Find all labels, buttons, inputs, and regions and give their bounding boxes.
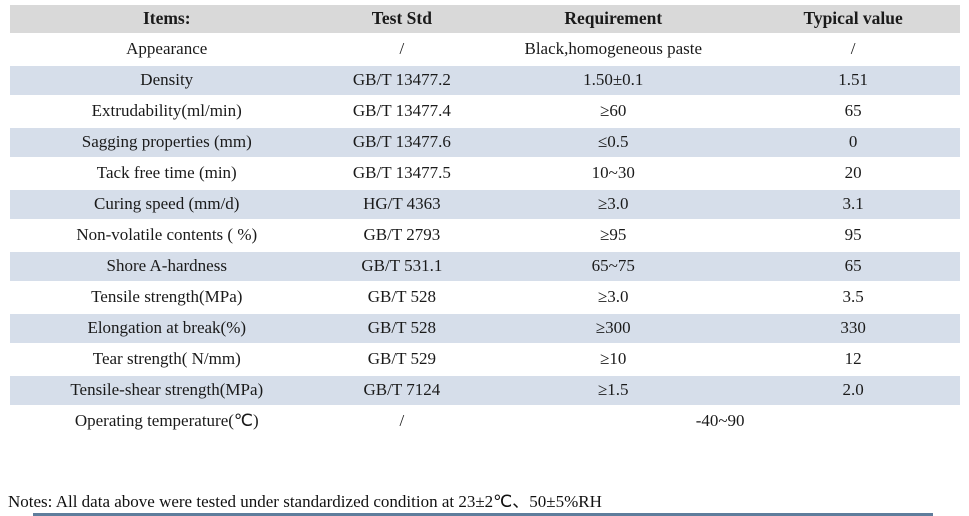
column-header-items: Items: bbox=[10, 5, 324, 35]
table-cell: GB/T 13477.4 bbox=[323, 97, 481, 128]
table-row-sagging-properties: Sagging properties (mm) GB/T 13477.6 ≤0.… bbox=[10, 128, 960, 159]
table-row-non-volatile-contents: Non-volatile contents ( %) GB/T 2793 ≥95… bbox=[10, 221, 960, 252]
table-cell: Curing speed (mm/d) bbox=[10, 190, 324, 221]
table-cell-merged: -40~90 bbox=[480, 407, 960, 438]
spec-table: Items: Test Std Requirement Typical valu… bbox=[10, 5, 960, 438]
table-cell: ≥1.5 bbox=[480, 376, 747, 407]
table-cell: Tear strength( N/mm) bbox=[10, 345, 324, 376]
table-cell: Tensile strength(MPa) bbox=[10, 283, 324, 314]
table-row-tensile-shear-strength: Tensile-shear strength(MPa) GB/T 7124 ≥1… bbox=[10, 376, 960, 407]
table-cell: ≥60 bbox=[480, 97, 747, 128]
table-cell: GB/T 13477.5 bbox=[323, 159, 481, 190]
table-cell: GB/T 13477.6 bbox=[323, 128, 481, 159]
notes-text: Notes: All data above were tested under … bbox=[8, 492, 602, 511]
table-cell: Density bbox=[10, 66, 324, 97]
table-cell: ≥300 bbox=[480, 314, 747, 345]
table-cell: / bbox=[323, 407, 481, 438]
table-cell: Non-volatile contents ( %) bbox=[10, 221, 324, 252]
table-cell: Operating temperature(℃) bbox=[10, 407, 324, 438]
table-cell: 3.5 bbox=[746, 283, 960, 314]
table-cell: GB/T 529 bbox=[323, 345, 481, 376]
table-cell: / bbox=[323, 35, 481, 66]
table-cell: 12 bbox=[746, 345, 960, 376]
table-row-extrudability: Extrudability(ml/min) GB/T 13477.4 ≥60 6… bbox=[10, 97, 960, 128]
table-row-appearance: Appearance / Black,homogeneous paste / bbox=[10, 35, 960, 66]
table-cell: GB/T 528 bbox=[323, 283, 481, 314]
table-cell: 95 bbox=[746, 221, 960, 252]
table-row-curing-speed: Curing speed (mm/d) HG/T 4363 ≥3.0 3.1 bbox=[10, 190, 960, 221]
table-cell: Extrudability(ml/min) bbox=[10, 97, 324, 128]
table-cell: GB/T 7124 bbox=[323, 376, 481, 407]
column-header-requirement: Requirement bbox=[480, 5, 747, 35]
table-cell: 20 bbox=[746, 159, 960, 190]
table-cell: GB/T 531.1 bbox=[323, 252, 481, 283]
column-header-typical-value: Typical value bbox=[746, 5, 960, 35]
table-cell: ≥10 bbox=[480, 345, 747, 376]
table-cell: Elongation at break(%) bbox=[10, 314, 324, 345]
table-cell: 65 bbox=[746, 97, 960, 128]
table-cell: Appearance bbox=[10, 35, 324, 66]
table-cell: Black,homogeneous paste bbox=[480, 35, 747, 66]
table-cell: 1.51 bbox=[746, 66, 960, 97]
table-cell: GB/T 13477.2 bbox=[323, 66, 481, 97]
table-cell: ≥95 bbox=[480, 221, 747, 252]
table-cell: 10~30 bbox=[480, 159, 747, 190]
table-cell: 3.1 bbox=[746, 190, 960, 221]
table-cell: 1.50±0.1 bbox=[480, 66, 747, 97]
table-row-tack-free-time: Tack free time (min) GB/T 13477.5 10~30 … bbox=[10, 159, 960, 190]
table-cell: ≥3.0 bbox=[480, 190, 747, 221]
table-cell: Tack free time (min) bbox=[10, 159, 324, 190]
table-cell: 0 bbox=[746, 128, 960, 159]
table-cell: GB/T 528 bbox=[323, 314, 481, 345]
table-row-elongation-at-break: Elongation at break(%) GB/T 528 ≥300 330 bbox=[10, 314, 960, 345]
table-cell: Sagging properties (mm) bbox=[10, 128, 324, 159]
table-cell: Tensile-shear strength(MPa) bbox=[10, 376, 324, 407]
table-cell: ≤0.5 bbox=[480, 128, 747, 159]
table-cell: 330 bbox=[746, 314, 960, 345]
table-row-tear-strength: Tear strength( N/mm) GB/T 529 ≥10 12 bbox=[10, 345, 960, 376]
table-cell: / bbox=[746, 35, 960, 66]
table-cell: ≥3.0 bbox=[480, 283, 747, 314]
table-row-operating-temperature: Operating temperature(℃) / -40~90 bbox=[10, 407, 960, 438]
table-cell: GB/T 2793 bbox=[323, 221, 481, 252]
table-row-tensile-strength: Tensile strength(MPa) GB/T 528 ≥3.0 3.5 bbox=[10, 283, 960, 314]
table-row-shore-a-hardness: Shore A-hardness GB/T 531.1 65~75 65 bbox=[10, 252, 960, 283]
table-header-row: Items: Test Std Requirement Typical valu… bbox=[10, 5, 960, 35]
column-header-test-std: Test Std bbox=[323, 5, 481, 35]
table-cell: Shore A-hardness bbox=[10, 252, 324, 283]
table-cell: 65 bbox=[746, 252, 960, 283]
table-cell: 2.0 bbox=[746, 376, 960, 407]
table-cell: 65~75 bbox=[480, 252, 747, 283]
table-cell: HG/T 4363 bbox=[323, 190, 481, 221]
next-table-partial-bar bbox=[33, 513, 933, 516]
table-row-density: Density GB/T 13477.2 1.50±0.1 1.51 bbox=[10, 66, 960, 97]
